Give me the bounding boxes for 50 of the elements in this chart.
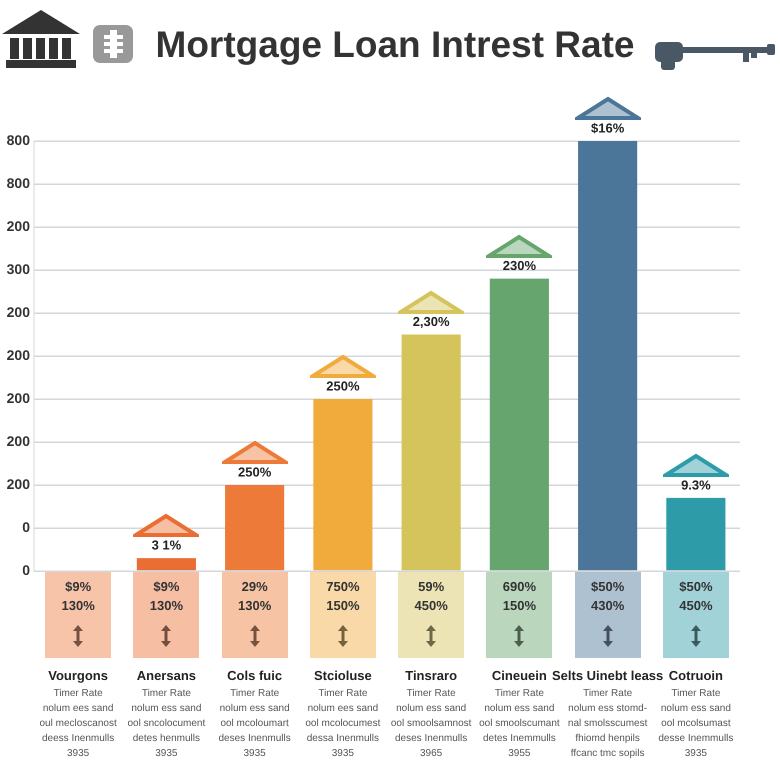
text: 59% 450% bbox=[414, 578, 449, 615]
text: 0 bbox=[22, 518, 30, 535]
text: Timer Rate nolum ess sand ool sncolocument detes henmulls 3935 bbox=[126, 687, 206, 761]
text: 800 bbox=[6, 132, 30, 148]
text: $9% 130% bbox=[60, 578, 96, 615]
text: 200 bbox=[6, 390, 30, 406]
annotation: 9.3% bbox=[681, 477, 712, 492]
bar bbox=[666, 498, 726, 570]
annotation: 3 1% bbox=[152, 538, 182, 553]
text: 200 bbox=[6, 432, 30, 449]
bar bbox=[402, 334, 461, 570]
annotation: 250% bbox=[238, 464, 272, 480]
x-tick-label: Cols fuic bbox=[227, 668, 282, 683]
x-tick-label: Tinsraro bbox=[405, 668, 458, 683]
bar bbox=[136, 558, 196, 570]
annotation: 230% bbox=[502, 258, 536, 274]
text: Timer Rate nolum ess stomd- nal smolsscumest fhiomd henpils ffcanc tmc sopils bbox=[566, 687, 648, 761]
x-tick-label: Anersans bbox=[136, 668, 196, 683]
x-tick-label: Cineuein bbox=[492, 668, 547, 683]
text: 750% 150% bbox=[325, 578, 360, 615]
x-tick-label: Stcioluse bbox=[314, 668, 372, 683]
text: 690% 150% bbox=[502, 578, 537, 615]
text: $50% 430% bbox=[590, 578, 626, 615]
annotation: 250% bbox=[326, 378, 360, 394]
x-tick-label: Cotruoin bbox=[668, 668, 723, 683]
bar bbox=[225, 485, 284, 570]
text: Timer Rate nolum ees sand oul mecloscanost deess Inenmulls 3935 bbox=[38, 687, 118, 761]
bar bbox=[578, 141, 638, 570]
text: 29% 130% bbox=[237, 578, 272, 615]
text: Timer Rate nolum ess sand ool mcolsumast desse Inemmulls 3935 bbox=[657, 687, 734, 761]
text: 0 bbox=[22, 562, 30, 578]
text: Timer Rate nolum ess sand ool mcoloumart deses Inenmulls 3935 bbox=[217, 687, 292, 761]
text: Timer Rate nolum ess sand ool smoolscumant detes Inemmulls 3955 bbox=[478, 687, 561, 761]
text: $9% 130% bbox=[148, 578, 184, 615]
bar bbox=[313, 399, 372, 570]
text: Timer Rate nolum ees sand ool mcolocumest dessa Inenmulls 3935 bbox=[304, 687, 382, 761]
text: $50% 450% bbox=[678, 578, 714, 615]
text: 200 bbox=[6, 304, 30, 320]
annotation: 2,30% bbox=[412, 314, 450, 330]
annotation: $16% bbox=[591, 120, 625, 136]
text: 200 bbox=[6, 476, 30, 492]
text: 200 bbox=[6, 346, 30, 363]
chart-title: Mortgage Loan Intrest Rate bbox=[154, 23, 636, 67]
text: 800 bbox=[6, 174, 30, 191]
text: 200 bbox=[6, 218, 30, 234]
bar bbox=[490, 278, 549, 570]
x-tick-label: Selts Uinebt leass bbox=[552, 668, 664, 683]
text: 300 bbox=[6, 260, 30, 277]
x-tick-label: Vourgons bbox=[48, 668, 108, 683]
text: Timer Rate nolum ess sand ool smoolsamnost deses Inenmulls 3965 bbox=[390, 687, 472, 761]
